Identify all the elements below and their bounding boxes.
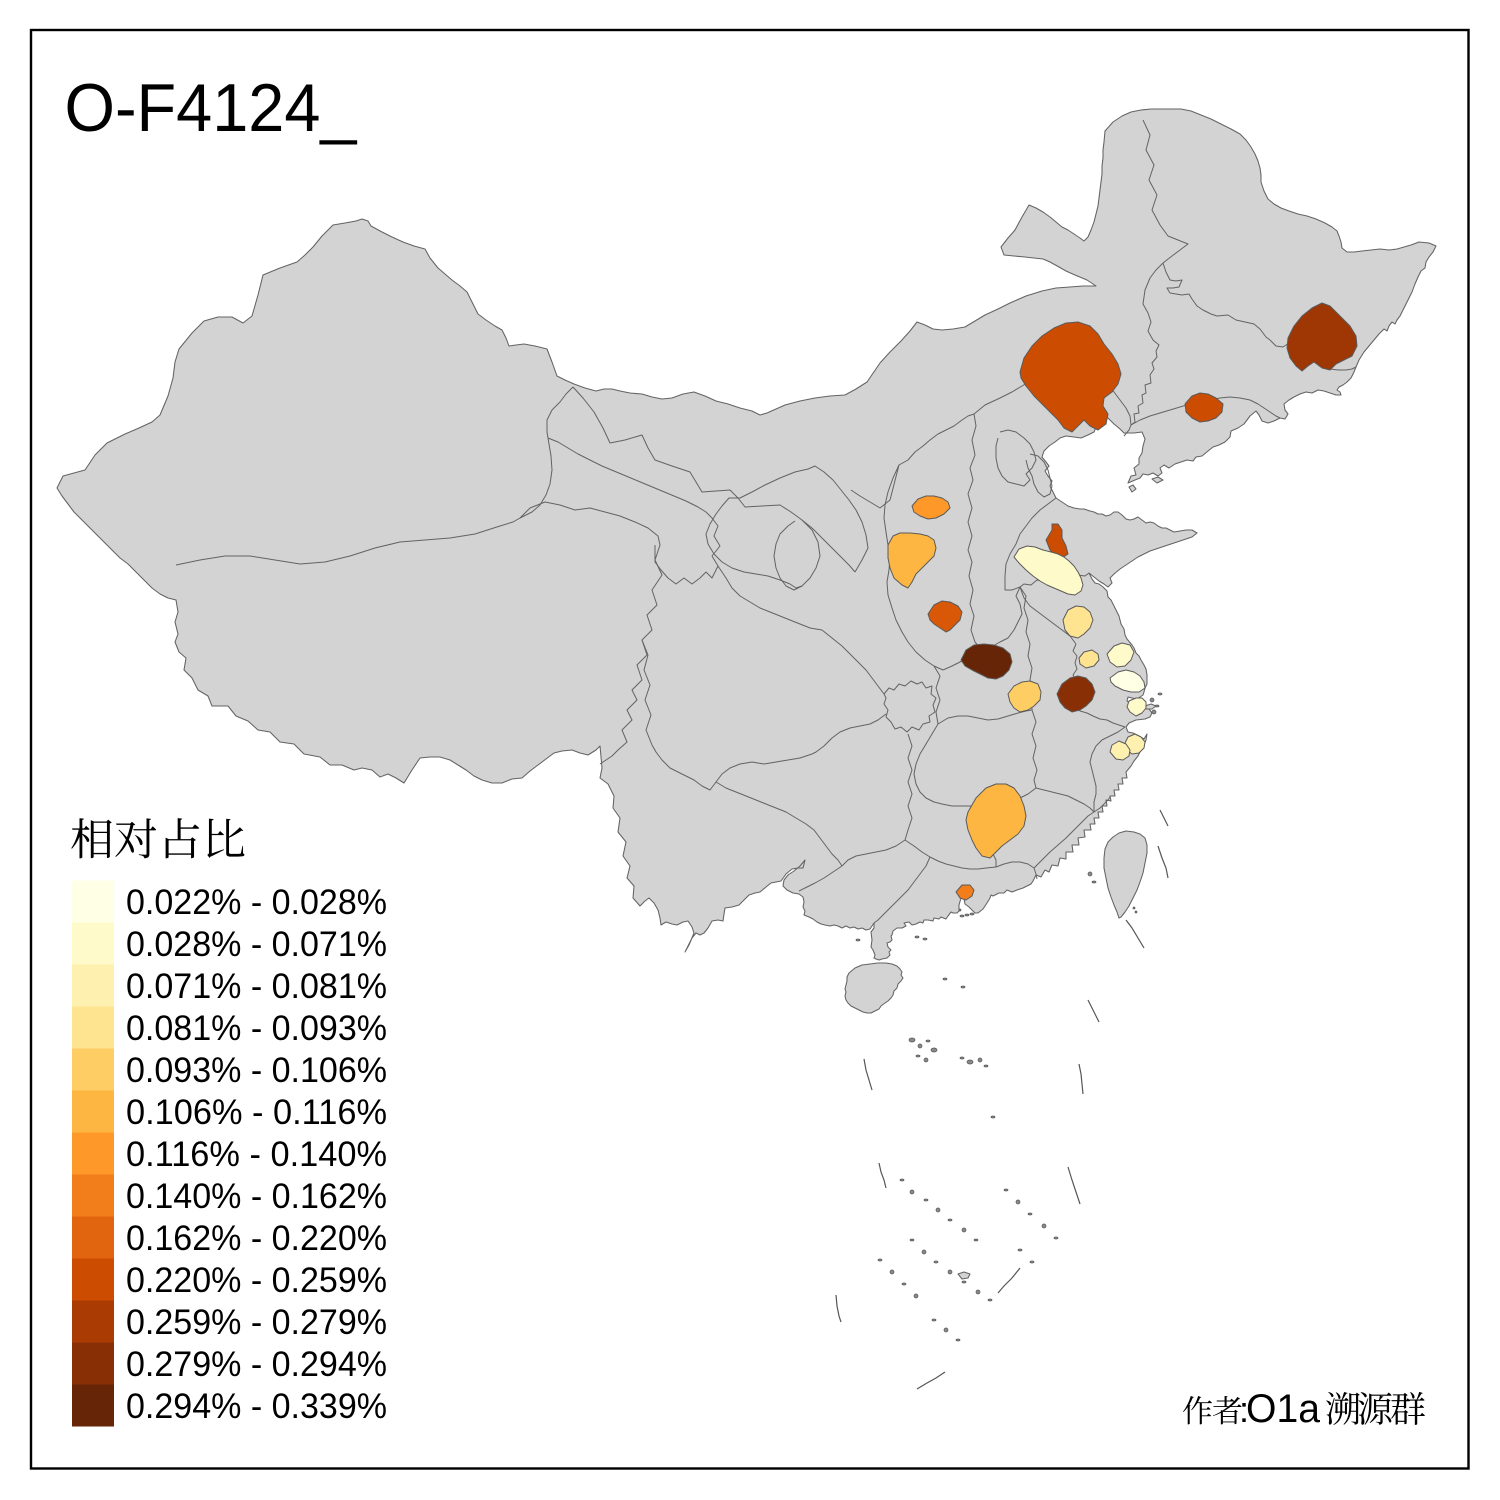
svg-text:O-F4124_: O-F4124_ bbox=[65, 70, 358, 146]
svg-text:O1a: O1a bbox=[1246, 1387, 1321, 1431]
svg-text:0.140% - 0.162%: 0.140% - 0.162% bbox=[126, 1177, 387, 1216]
svg-text:0.106% - 0.116%: 0.106% - 0.116% bbox=[126, 1093, 387, 1132]
svg-text:0.022% - 0.028%: 0.022% - 0.028% bbox=[126, 883, 387, 922]
svg-text:0.279% - 0.294%: 0.279% - 0.294% bbox=[126, 1345, 387, 1384]
svg-text::: : bbox=[1239, 1389, 1249, 1430]
svg-text:0.116% - 0.140%: 0.116% - 0.140% bbox=[126, 1135, 387, 1174]
svg-text:0.081% - 0.093%: 0.081% - 0.093% bbox=[126, 1009, 387, 1048]
svg-text:0.093% - 0.106%: 0.093% - 0.106% bbox=[126, 1051, 387, 1090]
svg-text:0.259% - 0.279%: 0.259% - 0.279% bbox=[126, 1303, 387, 1342]
svg-text:0.220% - 0.259%: 0.220% - 0.259% bbox=[126, 1261, 387, 1300]
svg-text:0.162% - 0.220%: 0.162% - 0.220% bbox=[126, 1219, 387, 1258]
svg-text:0.294% - 0.339%: 0.294% - 0.339% bbox=[126, 1387, 387, 1426]
svg-text:0.071% - 0.081%: 0.071% - 0.081% bbox=[126, 967, 387, 1006]
svg-text:0.028% - 0.071%: 0.028% - 0.071% bbox=[126, 925, 387, 964]
